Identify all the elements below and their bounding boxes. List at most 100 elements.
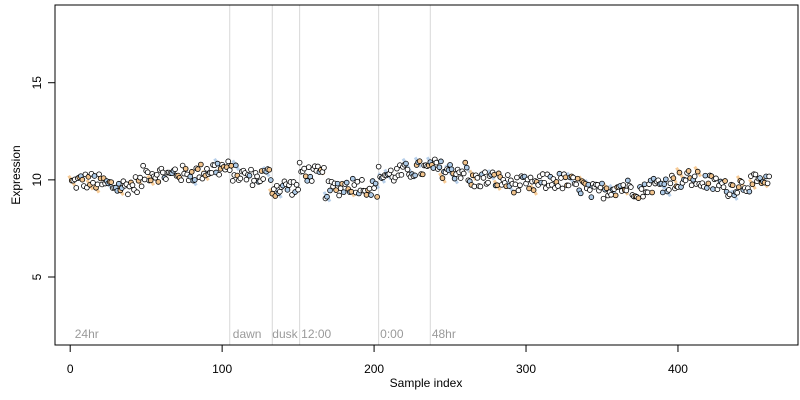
data-point-448 bbox=[749, 181, 756, 188]
data-point-408 bbox=[688, 182, 695, 189]
data-point-412 bbox=[694, 168, 701, 175]
data-point-390 bbox=[661, 181, 668, 187]
data-point-252 bbox=[451, 175, 458, 182]
data-point-325 bbox=[562, 174, 569, 181]
data-point-332 bbox=[573, 181, 579, 188]
data-point-170 bbox=[327, 187, 333, 194]
data-point-81 bbox=[191, 177, 198, 183]
data-point-92 bbox=[208, 170, 215, 176]
data-point-278 bbox=[491, 171, 497, 178]
data-point-265 bbox=[471, 183, 478, 190]
data-point-97 bbox=[216, 171, 222, 178]
data-point-26 bbox=[108, 179, 115, 185]
y-axis-title: Expression bbox=[9, 145, 23, 204]
data-point-417 bbox=[702, 172, 709, 179]
data-point-294 bbox=[515, 187, 522, 194]
data-point-168 bbox=[324, 193, 330, 200]
data-point-52 bbox=[147, 177, 154, 184]
data-point-301 bbox=[526, 185, 532, 192]
data-point-117 bbox=[246, 172, 253, 179]
data-point-122 bbox=[254, 173, 260, 180]
data-point-418 bbox=[704, 185, 710, 191]
region-label-2: dusk bbox=[272, 327, 298, 341]
data-point-68 bbox=[172, 166, 178, 173]
data-point-333 bbox=[574, 175, 581, 182]
data-point-410 bbox=[691, 173, 698, 180]
data-point-441 bbox=[738, 179, 745, 185]
data-point-400 bbox=[676, 169, 683, 176]
data-point-194 bbox=[363, 192, 370, 198]
x-tick-label-4: 400 bbox=[668, 362, 688, 376]
data-point-214 bbox=[394, 165, 400, 172]
data-point-422 bbox=[710, 186, 716, 192]
data-point-149 bbox=[295, 186, 301, 193]
data-point-382 bbox=[649, 189, 655, 196]
data-point-185 bbox=[350, 175, 356, 182]
data-point-439 bbox=[735, 184, 742, 190]
data-point-404 bbox=[682, 177, 689, 184]
region-labels: 24hr dawn dusk 12:00 0:00 48hr bbox=[75, 327, 456, 341]
data-point-450 bbox=[752, 171, 759, 178]
data-point-429 bbox=[720, 184, 727, 190]
region-label-4: 0:00 bbox=[380, 327, 404, 341]
data-point-226 bbox=[412, 172, 418, 179]
data-point-37 bbox=[125, 191, 131, 198]
data-point-57 bbox=[155, 179, 162, 185]
region-label-1: dawn bbox=[233, 327, 262, 341]
data-point-154 bbox=[302, 173, 309, 180]
data-point-85 bbox=[198, 161, 204, 168]
data-point-131 bbox=[267, 177, 274, 183]
data-point-438 bbox=[734, 189, 741, 196]
data-point-267 bbox=[474, 175, 481, 181]
data-point-424 bbox=[713, 175, 719, 182]
data-point-166 bbox=[321, 164, 327, 171]
data-point-142 bbox=[284, 187, 291, 193]
data-point-349 bbox=[599, 180, 605, 187]
data-point-243 bbox=[438, 158, 444, 165]
data-point-175 bbox=[334, 180, 341, 187]
data-point-335 bbox=[577, 190, 584, 197]
data-point-341 bbox=[587, 187, 593, 193]
data-point-379 bbox=[644, 189, 651, 196]
data-point-176 bbox=[336, 192, 342, 199]
data-point-446 bbox=[746, 188, 753, 195]
data-point-197 bbox=[368, 192, 374, 198]
data-point-45 bbox=[137, 174, 143, 181]
data-point-83 bbox=[195, 166, 201, 172]
data-point-368 bbox=[628, 184, 634, 190]
y-tick-label-2: 15 bbox=[30, 76, 44, 90]
data-point-358 bbox=[612, 192, 619, 199]
data-point-46 bbox=[138, 183, 145, 190]
data-point-320 bbox=[555, 183, 561, 189]
data-point-244 bbox=[439, 175, 446, 181]
x-tick-label-2: 200 bbox=[364, 362, 384, 376]
data-point-96 bbox=[214, 160, 221, 167]
data-point-191 bbox=[359, 177, 365, 183]
data-point-133 bbox=[270, 186, 277, 192]
data-point-78 bbox=[187, 173, 194, 180]
data-point-238 bbox=[430, 165, 437, 171]
data-point-355 bbox=[608, 191, 614, 198]
data-point-217 bbox=[398, 172, 405, 178]
data-point-363 bbox=[620, 182, 627, 188]
data-point-342 bbox=[588, 194, 595, 200]
data-point-287 bbox=[504, 172, 511, 178]
region-label-3: 12:00 bbox=[301, 327, 331, 341]
data-point-202 bbox=[375, 163, 382, 170]
x-tick-label-0: 0 bbox=[67, 362, 74, 376]
data-point-50 bbox=[144, 169, 151, 176]
data-point-43 bbox=[134, 189, 140, 196]
data-point-17 bbox=[94, 181, 101, 188]
region-dividers bbox=[229, 5, 431, 345]
data-point-271 bbox=[480, 175, 487, 181]
data-point-365 bbox=[623, 187, 630, 194]
data-point-89 bbox=[204, 166, 210, 172]
data-point-200 bbox=[372, 180, 379, 187]
data-point-376 bbox=[640, 193, 646, 200]
data-point-119 bbox=[249, 182, 256, 189]
data-point-291 bbox=[511, 189, 517, 196]
data-point-111 bbox=[237, 175, 244, 182]
data-point-210 bbox=[387, 167, 394, 174]
data-point-108 bbox=[233, 162, 239, 169]
